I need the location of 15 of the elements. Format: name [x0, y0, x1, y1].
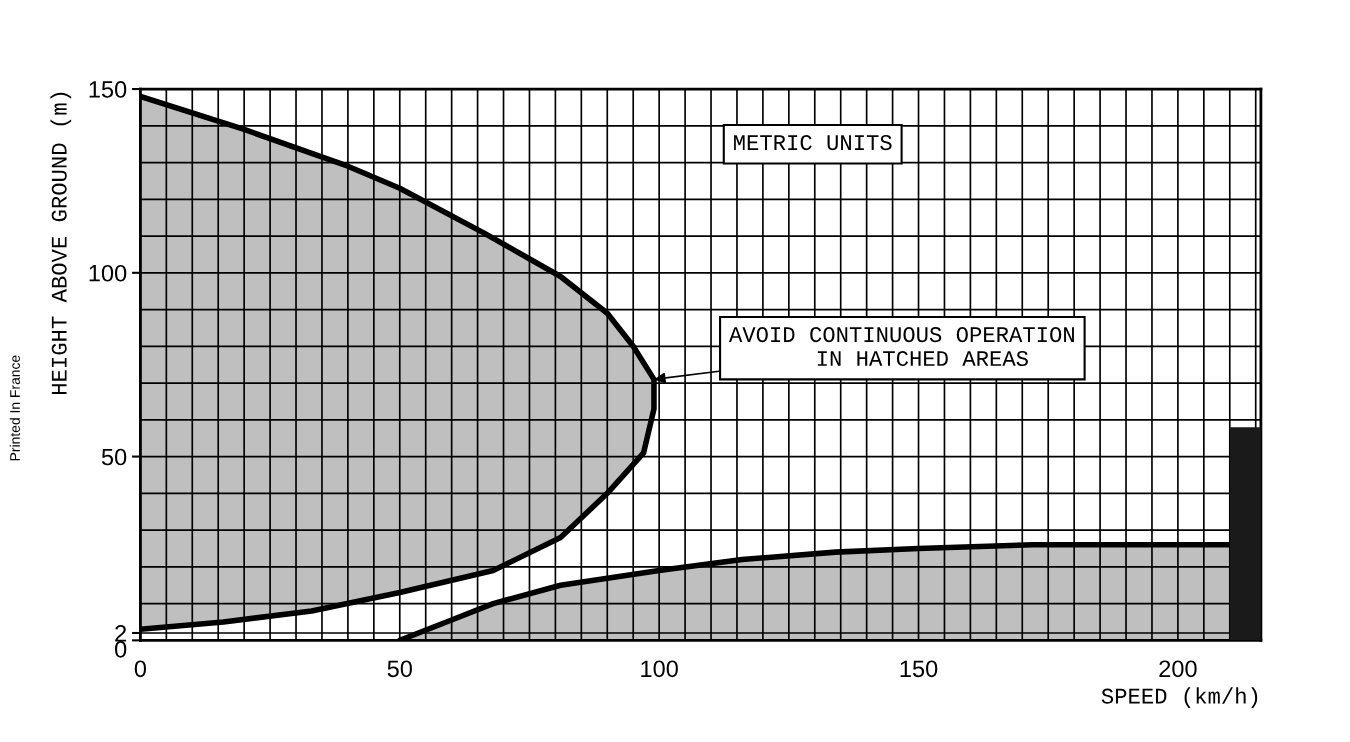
y-tick-label: 150 [89, 81, 127, 98]
x-tick-label: 50 [387, 660, 412, 678]
x-tick-label: 100 [641, 660, 678, 678]
text: Printed In France [9, 355, 20, 461]
annotation: METRIC UNITS [734, 135, 892, 151]
x-tick-label: 0 [134, 660, 147, 678]
x-tick-label: 150 [900, 660, 938, 678]
annotation: AVOID CONTINUOUS OPERATION IN HATCHED AREAS [728, 327, 1074, 367]
x-tick-label: 200 [1159, 660, 1197, 678]
y-tick-label: 0 [115, 640, 127, 658]
y-tick-label: 2 [115, 625, 127, 642]
x-axis-title: SPEED (km/h) [1101, 687, 1258, 709]
y-tick-label: 50 [101, 448, 127, 466]
y-axis-title: HEIGHT ABOVE GROUND (m) [50, 92, 72, 395]
y-tick-label: 100 [89, 264, 127, 282]
